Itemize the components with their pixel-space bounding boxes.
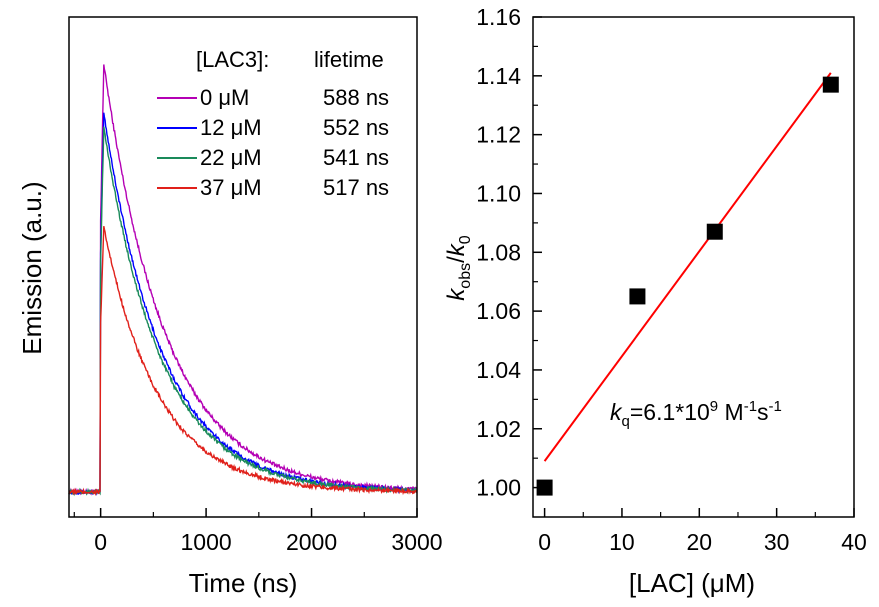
left-x-ticks: 0 1000 2000 3000 — [73, 508, 443, 555]
decay-legend: [LAC3]: lifetime 0 μM 588 ns 12 μM 552 ns 22… — [157, 47, 389, 200]
legend-lifetime-3: 517 ns — [323, 175, 389, 200]
right-y-tick-label-1: 1.02 — [476, 416, 521, 442]
data-points — [536, 76, 839, 496]
right-y-tick-label-6: 1.12 — [476, 122, 521, 148]
legend-header-lifetime: lifetime — [314, 47, 384, 72]
left-x-tick-label-1: 1000 — [181, 529, 232, 555]
legend-lifetime-0: 588 ns — [323, 85, 389, 110]
legend-concentration-2: 22 μM — [200, 145, 262, 170]
left-plot-frame — [68, 16, 418, 518]
left-x-axis-label: Time (ns) — [189, 568, 298, 598]
right-x-axis-label: [LAC] (μM) — [629, 568, 755, 598]
legend-concentration-1: 12 μM — [200, 115, 262, 140]
left-x-tick-label-0: 0 — [94, 529, 107, 555]
legend-lifetime-1: 552 ns — [323, 115, 389, 140]
right-y-tick-label-4: 1.08 — [476, 239, 521, 265]
legend-concentration-0: 0 μM — [200, 85, 249, 110]
right-y-tick-label-3: 1.06 — [476, 298, 521, 324]
right-x-ticks: 0 10 20 30 40 — [538, 508, 867, 555]
left-y-axis-label: Emission (a.u.) — [17, 181, 47, 354]
right-y-tick-label-8: 1.16 — [476, 4, 521, 30]
left-x-tick-label-3: 3000 — [391, 529, 442, 555]
right-plot-frame — [532, 16, 855, 518]
data-point-2 — [706, 223, 723, 240]
decay-curves — [68, 64, 418, 497]
right-x-tick-label-1: 10 — [609, 529, 635, 555]
legend-entries: 0 μM 588 ns 12 μM 552 ns 22 μM 541 ns 37 μM 517… — [157, 85, 389, 200]
right-y-tick-label-0: 1.00 — [476, 475, 521, 501]
right-y-tick-label-2: 1.04 — [476, 357, 521, 383]
data-point-3 — [822, 76, 839, 93]
legend-lifetime-2: 541 ns — [323, 145, 389, 170]
legend-header-concentration: [LAC3]: — [196, 47, 269, 72]
stern-volmer-panel: 0 10 20 30 40 1.001.021.041.061.081.101.121.… — [443, 4, 867, 598]
left-x-tick-label-2: 2000 — [286, 529, 337, 555]
right-y-axis-label: kobs/k0 — [443, 235, 474, 300]
data-point-0 — [536, 479, 553, 496]
right-x-tick-label-0: 0 — [538, 529, 551, 555]
emission-decay-panel: 0 1000 2000 3000 Time (ns) Emission (a.u.) … — [17, 16, 443, 598]
right-y-tick-label-5: 1.10 — [476, 180, 521, 206]
right-x-tick-label-2: 20 — [687, 529, 713, 555]
right-y-tick-label-7: 1.14 — [476, 63, 521, 89]
decay-curve-0 — [68, 64, 418, 496]
legend-concentration-3: 37 μM — [200, 175, 262, 200]
right-x-tick-label-3: 30 — [764, 529, 790, 555]
right-x-tick-label-4: 40 — [841, 529, 867, 555]
decay-curve-3 — [68, 225, 418, 496]
data-point-1 — [629, 288, 646, 305]
right-y-ticks: 1.00 1.02 1.04 1.06 1.08 1.10 1.12 1.14 1.16 — [476, 4, 542, 501]
linear-fit-line — [543, 72, 832, 462]
rate-constant-annotation: kq=6.1*109 M-1s-1 — [610, 398, 782, 430]
